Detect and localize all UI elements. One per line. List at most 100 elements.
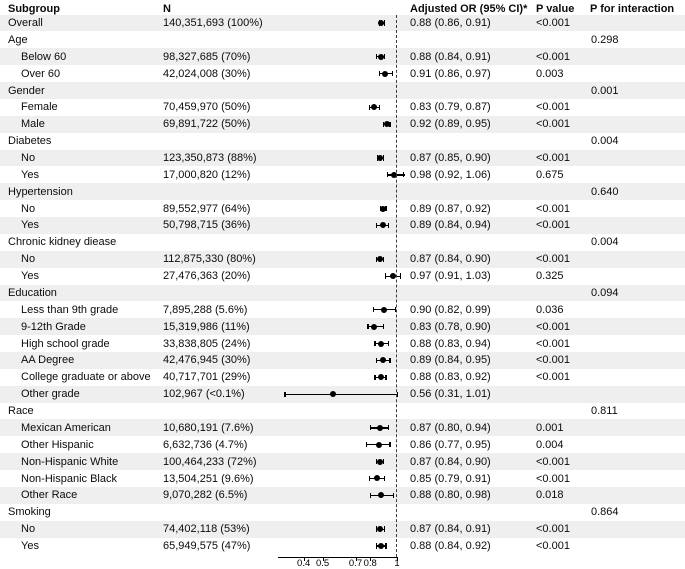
group-row: Hypertension 0.640 [0,183,685,201]
x-axis-tick-label: 0.5 [315,558,330,569]
ci-cap-low [284,391,286,397]
p-value: <0.001 [536,337,570,350]
table-row: No 74,402,118 (53%) 0.87 (0.84, 0.91) <0.00… [0,520,685,538]
table-row: No 112,875,330 (80%) 0.87 (0.84, 0.90) <0.0… [0,250,685,268]
subgroup-label: Overall [8,17,43,30]
subgroup-label: No [21,253,36,266]
n-value: 69,891,722 (50%) [163,118,251,131]
subgroup-category-label: Diabetes [8,135,52,148]
or-ci-value: 0.87 (0.84, 0.90) [410,455,491,468]
table-row: College graduate or above 40,717,701 (29%… [0,369,685,386]
subgroup-category-label: Race [8,405,34,418]
table-row: Mexican American 10,680,191 (7.6%) 0.87 (0… [0,419,685,437]
p-interaction-value: 0.811 [591,405,618,418]
p-value: 0.004 [536,438,564,451]
point-estimate-dot [371,323,378,330]
point-estimate-dot [378,340,385,347]
table-row: Non-Hispanic White 100,464,233 (72%) 0.87 … [0,453,685,471]
point-estimate-dot [376,256,383,263]
group-row: Chronic kidney diease 0.004 [0,234,685,251]
table-row: Female 70,459,970 (50%) 0.83 (0.79, 0.87) <… [0,99,685,116]
point-estimate-dot [378,542,385,549]
ci-cap-high [384,54,386,60]
point-estimate-dot [379,222,386,229]
or-ci-value: 0.83 (0.79, 0.87) [410,101,491,114]
ci-cap-low [375,543,377,549]
point-estimate-dot [379,357,386,364]
ci-cap-low [368,475,370,482]
p-value: <0.001 [536,371,570,384]
subgroup-category-label: Gender [8,84,45,97]
column-header-n: N [163,3,171,15]
point-estimate-dot [378,19,385,26]
point-estimate-dot [378,374,385,381]
or-ci-value: 0.88 (0.84, 0.91) [410,50,491,63]
point-estimate-dot [376,424,383,431]
ci-cap-low [385,273,387,279]
subgroup-label: Non-Hispanic White [21,455,119,468]
subgroup-label: Female [21,101,58,114]
n-value: 100,464,233 (72%) [163,455,257,468]
reference-line-or-1 [396,15,397,557]
ci-cap-low [382,121,384,127]
point-estimate-dot [390,273,397,280]
or-ci-value: 0.85 (0.79, 0.91) [410,472,491,485]
x-axis [278,556,398,558]
p-value: 0.036 [536,303,564,316]
subgroup-label: No [21,151,36,164]
p-interaction-value: 0.640 [591,185,619,198]
n-value: 50,798,715 (36%) [163,219,251,232]
point-estimate-dot [376,458,383,465]
column-header-adjusted-or: Adjusted OR (95% CI)* [410,3,528,15]
n-value: 102,967 (<0.1%) [163,388,245,401]
ci-cap-high [382,459,384,465]
subgroup-label: 9-12th Grade [21,320,86,333]
ci-cap-high [378,104,380,110]
x-axis-tick [303,556,305,561]
subgroup-label: Yes [21,219,39,232]
ci-cap-high [393,492,395,498]
point-estimate-dot [378,492,385,499]
table-row: 9-12th Grade 15,319,986 (11%) 0.83 (0.78, … [0,318,685,336]
n-value: 42,024,008 (30%) [163,67,251,80]
or-ci-value: 0.56 (0.31, 1.01) [410,388,491,401]
subgroup-category-label: Age [8,33,28,46]
point-estimate-dot [371,104,378,111]
n-value: 40,717,701 (29%) [163,371,251,384]
ci-cap-high [385,374,387,380]
ci-cap-high [403,172,405,178]
or-ci-value: 0.88 (0.86, 0.91) [410,17,491,30]
table-row: No 123,350,873 (88%) 0.87 (0.85, 0.90) <0.0… [0,149,685,167]
x-axis-tick [370,556,372,561]
or-ci-value: 0.89 (0.84, 0.94) [410,219,491,232]
subgroup-label: AA Degree [21,354,75,367]
p-value: 0.003 [536,67,564,80]
ci-cap-high [389,121,391,127]
column-header-subgroup: Subgroup [8,3,60,15]
or-ci-value: 0.88 (0.84, 0.92) [410,539,491,552]
table-row: High school grade 33,838,805 (24%) 0.88 (0… [0,335,685,352]
n-value: 112,875,330 (80%) [163,253,256,266]
ci-cap-low [374,340,376,347]
group-row: Race 0.811 [0,403,685,420]
ci-cap-high [399,273,401,279]
ci-cap-high [384,526,386,532]
or-ci-value: 0.89 (0.87, 0.92) [410,202,491,215]
p-interaction-value: 0.004 [591,236,619,249]
ci-cap-low [386,172,388,178]
subgroup-label: No [21,523,36,536]
or-ci-value: 0.88 (0.80, 0.98) [410,489,491,502]
ci-cap-high [382,155,384,161]
n-value: 65,949,575 (47%) [163,539,251,552]
p-interaction-value: 0.864 [591,506,619,519]
table-row: Yes 50,798,715 (36%) 0.89 (0.84, 0.94) <0.0… [0,217,685,234]
subgroup-category-label: Education [8,286,57,299]
subgroup-category-label: Hypertension [8,185,73,198]
point-estimate-dot [380,306,387,313]
point-estimate-dot [379,205,386,212]
point-estimate-dot [376,154,383,161]
or-ci-value: 0.90 (0.82, 0.99) [410,303,491,316]
column-header-p-interaction: P for interaction [590,3,675,15]
table-row: Non-Hispanic Black 13,504,251 (9.6%) 0.85 … [0,470,685,487]
